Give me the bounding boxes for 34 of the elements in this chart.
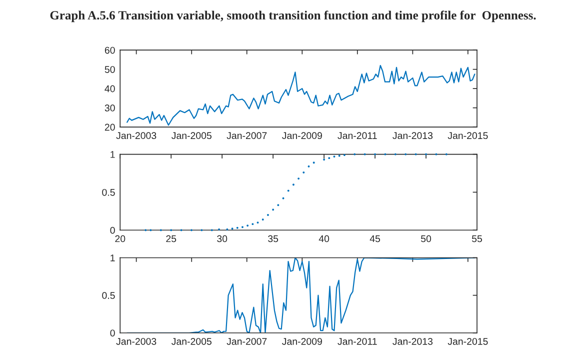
x-tick-label: Jan-2009 bbox=[282, 132, 322, 140]
y-tick-label: 1 bbox=[110, 254, 115, 262]
line-series bbox=[126, 64, 476, 126]
x-tick-label: Jan-2013 bbox=[392, 338, 433, 345]
y-tick-label: 0.5 bbox=[102, 292, 115, 299]
y-tick-label: 30 bbox=[104, 104, 115, 112]
y-tick-label: 60 bbox=[104, 46, 115, 54]
x-tick-label: Jan-2015 bbox=[448, 132, 488, 140]
x-tick-label: 40 bbox=[318, 235, 330, 242]
x-tick-label: Jan-2007 bbox=[226, 338, 267, 345]
y-tick-label: 1 bbox=[110, 151, 115, 158]
x-tick-label: 55 bbox=[472, 235, 482, 242]
x-tick-label: Jan-2011 bbox=[338, 132, 377, 140]
x-tick-label: Jan-2003 bbox=[116, 338, 156, 345]
x-tick-label: Jan-2003 bbox=[116, 132, 156, 140]
y-tick-label: 0 bbox=[110, 226, 115, 234]
x-tick-label: 50 bbox=[421, 235, 432, 242]
x-tick-label: Jan-2005 bbox=[172, 132, 212, 140]
chart-title: Graph A.5.6 Transition variable, smooth transition function and time profile for Openness. bbox=[50, 10, 536, 22]
x-tick-label: Jan-2005 bbox=[172, 338, 212, 345]
y-tick-label: 40 bbox=[104, 85, 115, 92]
x-tick-label: 30 bbox=[217, 235, 228, 242]
x-tick-label: 25 bbox=[166, 235, 176, 242]
x-tick-label: Jan-2013 bbox=[392, 132, 433, 140]
x-tick-label: 45 bbox=[370, 235, 380, 242]
y-tick-label: 0.5 bbox=[102, 188, 115, 196]
y-tick-label: 0 bbox=[110, 330, 115, 336]
y-tick-label: 50 bbox=[104, 66, 115, 73]
x-tick-label: Jan-2015 bbox=[448, 338, 488, 345]
y-tick-label: 20 bbox=[104, 124, 115, 131]
x-tick-label: Jan-2009 bbox=[282, 338, 322, 345]
x-tick-label: Jan-2007 bbox=[226, 132, 267, 140]
x-tick-label: Jan-2011 bbox=[338, 338, 377, 345]
x-tick-label: 35 bbox=[268, 235, 278, 242]
